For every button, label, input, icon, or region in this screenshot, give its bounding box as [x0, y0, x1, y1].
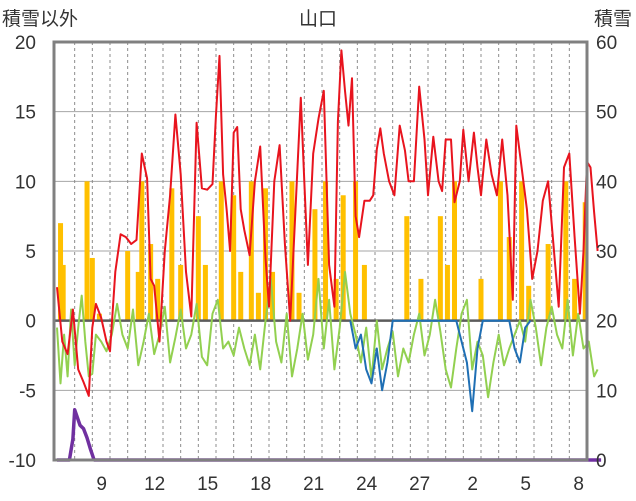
x-tick-label: 21: [303, 474, 324, 495]
right-tick-label: 10: [596, 381, 617, 402]
x-tick-label: 2: [467, 474, 478, 495]
precipitation-bar: [178, 264, 184, 321]
precipitation-bar: [444, 264, 450, 321]
negative_change-series-line: [349, 319, 532, 413]
precipitation-bar: [323, 181, 329, 321]
left-axis-ticks: 20 15 10 5 0 -5 -10: [9, 33, 36, 472]
precipitation-bar: [519, 181, 525, 321]
right-tick-label: 20: [596, 312, 617, 333]
plot-frame: [52, 40, 589, 462]
precipitation-bar: [526, 285, 532, 321]
precipitation-bar: [155, 278, 161, 321]
x-axis-ticks: 9 12 15 18 21 24 27 2 5 8: [96, 474, 584, 495]
left-tick-label: 20: [15, 33, 36, 54]
precipitation-bar: [497, 181, 503, 321]
precipitation-bar: [60, 264, 66, 321]
precipitation-bar: [231, 195, 237, 321]
right-tick-label: 0: [596, 451, 607, 472]
x-tick-label: 24: [356, 474, 378, 495]
precipitation-bar: [89, 257, 95, 321]
humidity_change-series-line: [56, 270, 599, 399]
left-tick-label: 10: [15, 172, 36, 193]
precipitation-bar: [582, 202, 588, 321]
precipitation-bar: [255, 292, 261, 321]
precipitation-bar: [340, 195, 346, 321]
right-tick-label: 50: [596, 103, 617, 124]
precipitation-bar: [84, 181, 90, 321]
precipitation-bar: [572, 278, 578, 321]
right-tick-label: 60: [596, 33, 617, 54]
precipitation-bar: [139, 181, 145, 321]
x-tick-label: 9: [96, 474, 107, 495]
precipitation-bar: [418, 278, 424, 321]
precipitation-bar: [148, 244, 154, 321]
x-tick-label: 5: [520, 474, 531, 495]
precipitation-bar: [312, 209, 318, 321]
temperature-series-line: [56, 49, 599, 397]
precipitation-bar: [545, 244, 551, 321]
precipitation-bar: [478, 278, 484, 321]
left-tick-label: -5: [19, 381, 36, 402]
precipitation-bar: [248, 181, 254, 321]
x-tick-label: 12: [144, 474, 165, 495]
chart-title: 山口: [299, 8, 337, 30]
x-tick-label: 18: [250, 474, 271, 495]
right-tick-label: 40: [596, 172, 617, 193]
right-axis-ticks: 60 50 40 30 20 10 0: [596, 33, 617, 472]
precipitation-bar: [195, 216, 201, 321]
precipitation-bar: [125, 251, 131, 321]
precipitation-bar: [353, 181, 359, 321]
snow_depth-series-line: [57, 408, 602, 462]
precipitation-bar: [218, 181, 224, 321]
left-tick-label: 5: [25, 242, 36, 263]
precipitation-bar: [333, 278, 339, 321]
precipitation-bar: [96, 313, 102, 321]
left-tick-label: -10: [9, 451, 36, 472]
right-tick-label: 30: [596, 242, 617, 263]
left-tick-label: 15: [15, 103, 36, 124]
precipitation-bar: [202, 264, 208, 321]
right-axis-label: 積雪: [594, 8, 632, 30]
x-tick-label: 15: [197, 474, 218, 495]
x-tick-label: 8: [573, 474, 584, 495]
precipitation-bar: [361, 264, 367, 321]
precipitation-bar: [238, 271, 244, 321]
precipitation-bar: [506, 237, 512, 321]
precipitation-bar: [404, 216, 410, 321]
precipitation-bar: [296, 292, 302, 321]
precipitation-bar: [452, 181, 457, 321]
vertical-gridlines: [74, 42, 570, 460]
precipitation-bar: [289, 181, 295, 321]
precipitation-bar: [169, 188, 175, 321]
precipitation-bar: [437, 216, 443, 321]
precipitation-bar: [563, 181, 569, 321]
x-tick-label: 27: [409, 474, 430, 495]
precipitation-bar: [135, 271, 141, 321]
precipitation-bar: [58, 223, 64, 321]
left-tick-label: 0: [25, 312, 36, 333]
left-axis-label: 積雪以外: [2, 8, 78, 30]
